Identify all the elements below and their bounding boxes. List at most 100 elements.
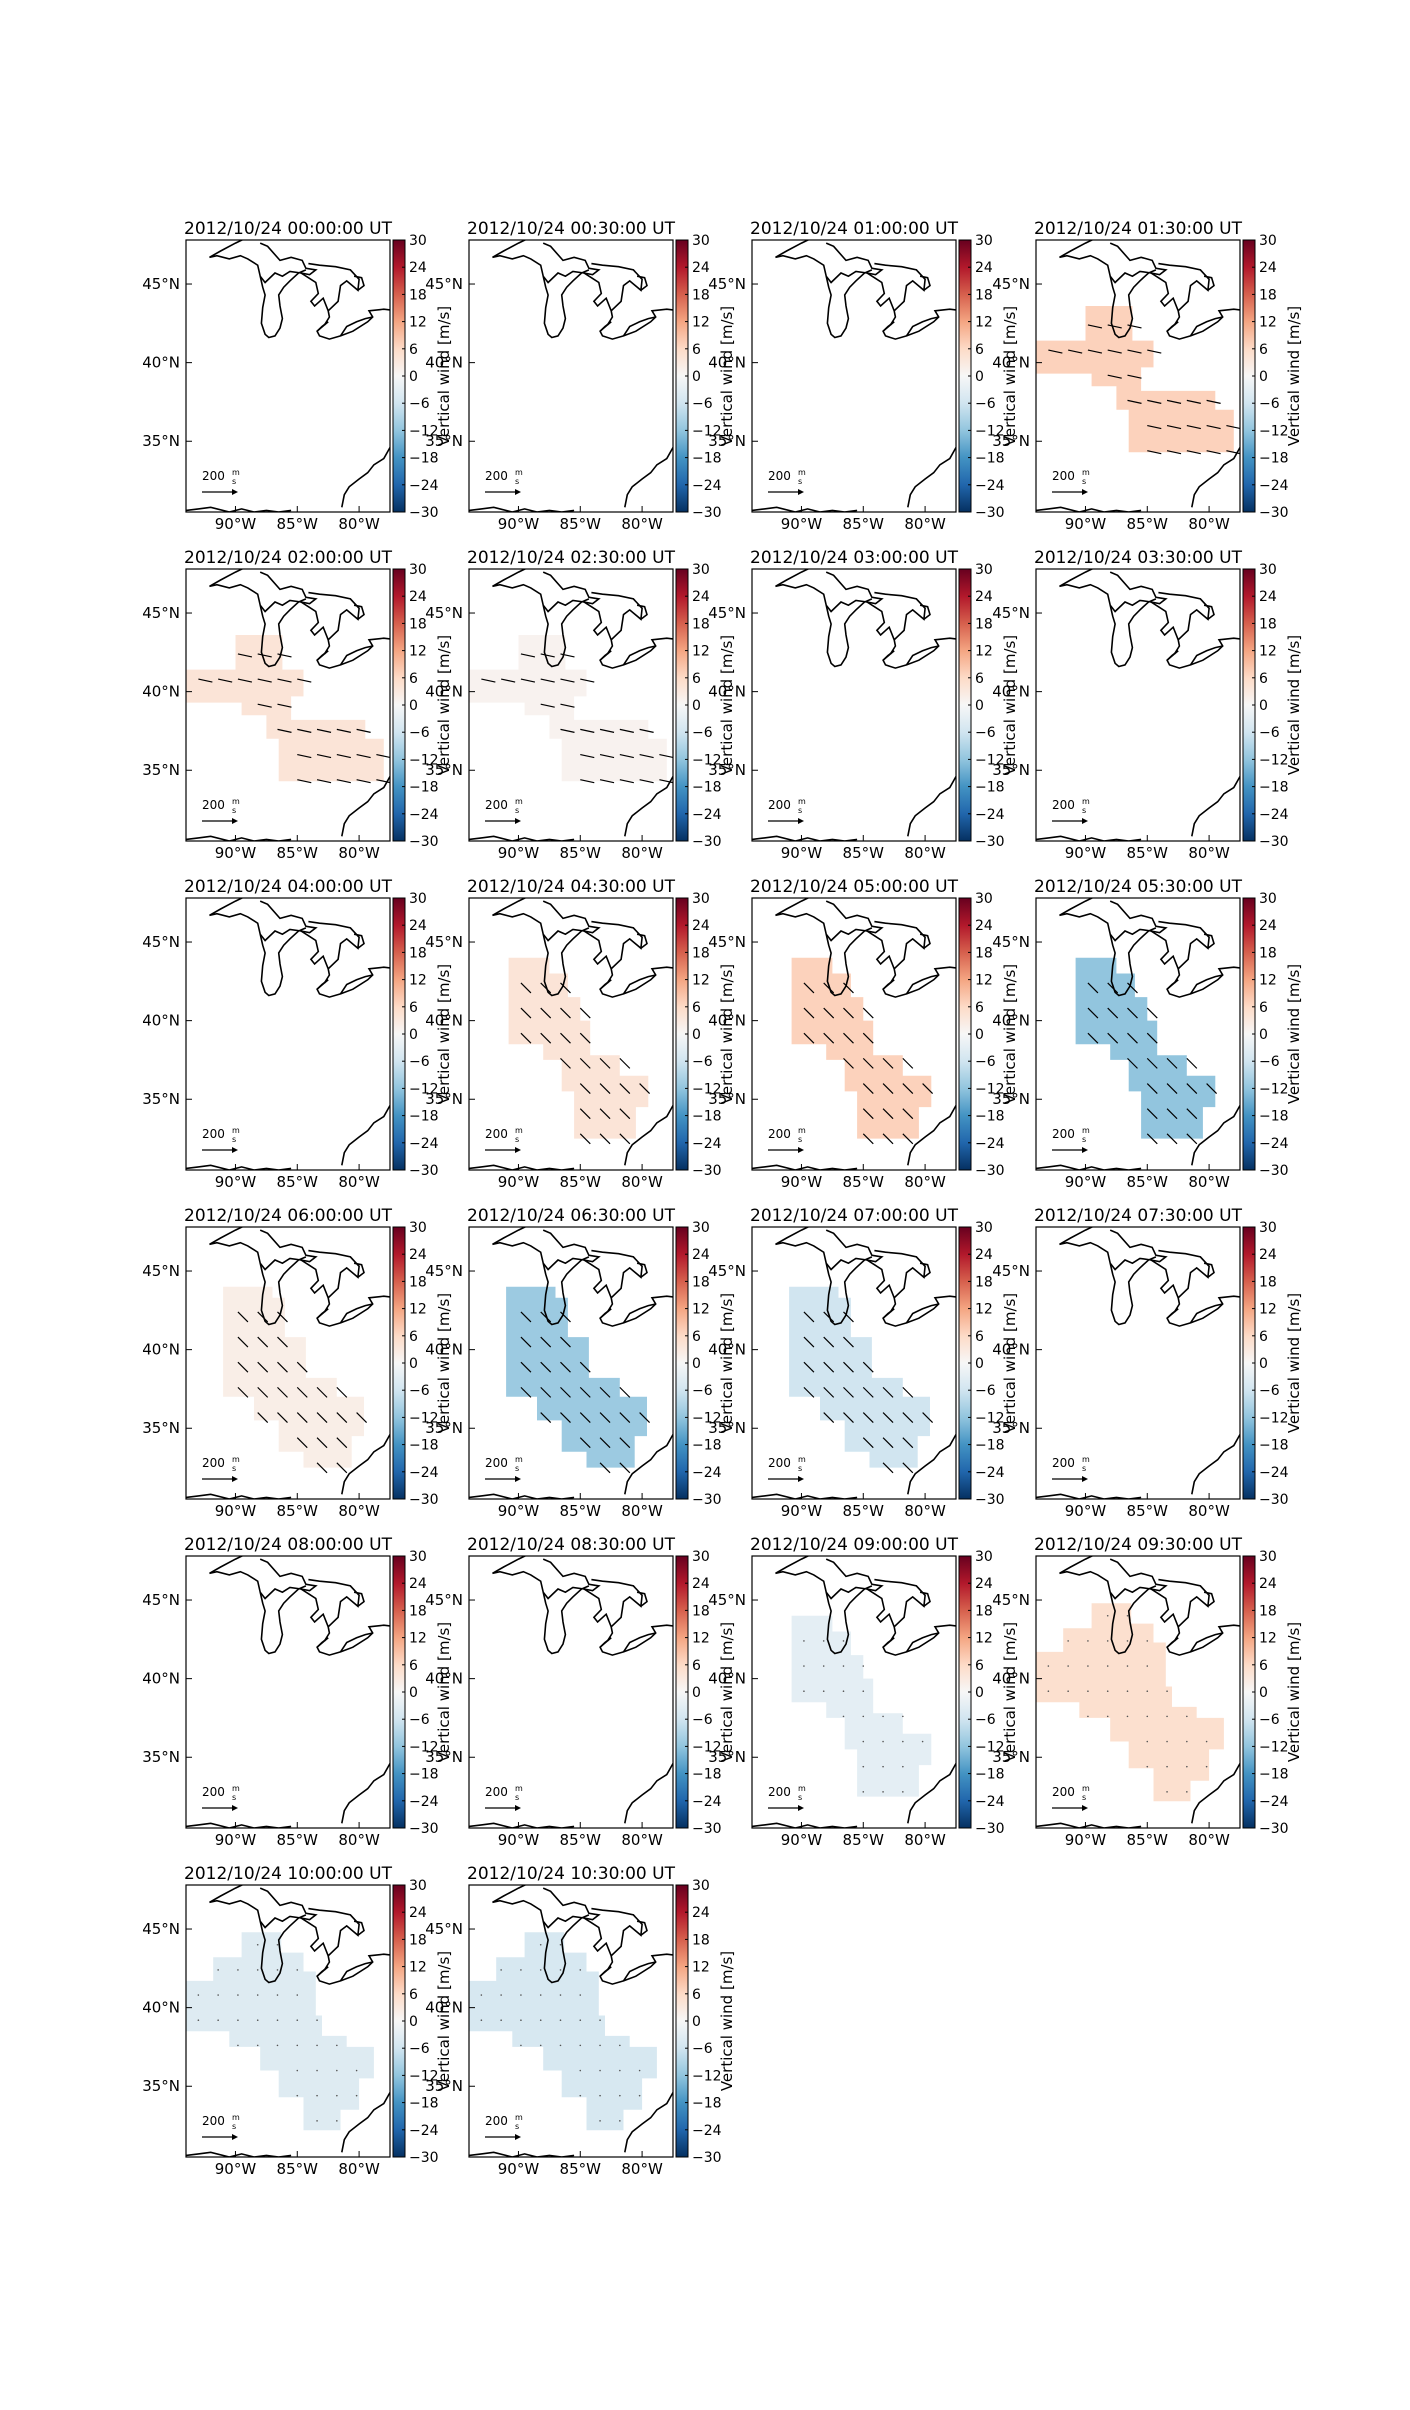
coastline	[636, 1920, 648, 1936]
coastline	[874, 591, 926, 641]
coastline	[259, 598, 307, 668]
wind-vector	[1166, 1057, 1178, 1069]
wind-vector	[539, 2019, 542, 2022]
x-tick-label: 85°W	[277, 1831, 319, 1849]
colorbar-tick-label: 18	[975, 945, 993, 961]
wind-vector	[599, 1108, 611, 1120]
coastline	[919, 1591, 931, 1607]
y-tick-label: 35°N	[425, 1090, 463, 1108]
colorbar-label: Vertical wind [m/s]	[718, 964, 736, 1104]
x-tick-label: 90°W	[498, 1831, 540, 1849]
y-tick-label: 45°N	[992, 1591, 1030, 1609]
coastline	[316, 1637, 329, 1648]
y-tick-label: 40°N	[425, 1999, 463, 2017]
wind-vector	[277, 678, 292, 683]
wind-vector	[862, 1386, 874, 1398]
colorbar-tick-label: 12	[692, 1960, 710, 1976]
wind-vector	[842, 1690, 845, 1693]
y-tick-label: 40°N	[142, 1341, 180, 1359]
colorbar-tick-label: −30	[1259, 505, 1289, 521]
wind-vector	[336, 728, 351, 733]
coastline	[636, 1262, 648, 1278]
wind-vector	[1127, 1032, 1138, 1044]
x-tick-label: 80°W	[904, 1173, 946, 1191]
coastline	[1189, 1632, 1223, 1653]
wind-vector	[1146, 1640, 1149, 1642]
colorbar-tick-label: −6	[692, 2041, 713, 2057]
coastline	[775, 898, 884, 942]
colorbar-tick-label: −24	[975, 478, 1005, 494]
wind-vector	[843, 1007, 854, 1019]
wind-vector	[882, 1715, 884, 1718]
scale-label: 200	[768, 469, 791, 483]
x-tick-label: 90°W	[215, 2160, 257, 2178]
coastline	[919, 275, 931, 291]
wind-vector	[599, 1386, 611, 1398]
colorbar-tick-label: 30	[692, 891, 710, 907]
wind-vector	[599, 1133, 611, 1145]
colorbar-tick-label: −24	[692, 2123, 722, 2139]
colorbar-tick-label: 6	[409, 1658, 418, 1674]
coastline	[308, 1578, 360, 1628]
coastline	[624, 776, 673, 837]
colorbar-tick-label: −24	[409, 1794, 439, 1810]
wind-region	[508, 957, 649, 1139]
wind-vector	[822, 1690, 825, 1693]
coastline	[492, 898, 601, 942]
wind-vector	[619, 1057, 631, 1069]
coastline	[905, 1303, 939, 1324]
wind-vector	[559, 2019, 562, 2022]
wind-vector	[336, 2094, 338, 2097]
scale-unit-denominator: s	[515, 2122, 519, 2131]
wind-vector	[257, 1386, 269, 1398]
wind-vector	[822, 1640, 825, 1642]
wind-vector	[882, 1765, 884, 1768]
coastline	[636, 1591, 648, 1607]
coastline	[542, 269, 590, 339]
x-tick-label: 80°W	[1188, 1502, 1230, 1520]
wind-vector	[1047, 1665, 1050, 1667]
coastline	[591, 1907, 643, 1957]
y-tick-label: 45°N	[992, 933, 1030, 951]
wind-vector	[217, 1969, 219, 1971]
y-tick-label: 45°N	[425, 275, 463, 293]
y-tick-label: 45°N	[142, 275, 180, 293]
colorbar-tick-label: −12	[975, 752, 1005, 768]
map-frame	[468, 568, 674, 842]
colorbar-tick-label: −18	[975, 1438, 1005, 1454]
wind-vector	[297, 753, 312, 759]
y-tick-label: 45°N	[425, 1591, 463, 1609]
colorbar-label: Vertical wind [m/s]	[718, 306, 736, 446]
coastline	[599, 321, 612, 332]
scale-arrow-head	[798, 1476, 804, 1482]
coastline	[542, 927, 590, 997]
coastline	[874, 1249, 926, 1299]
colorbar-tick-label: −12	[1259, 423, 1289, 439]
y-tick-label: 40°N	[992, 1012, 1030, 1030]
colorbar-tick-label: 30	[692, 562, 710, 578]
wind-vector	[336, 2120, 338, 2122]
wind-vector	[902, 1437, 914, 1449]
colorbar-tick-label: −24	[1259, 1136, 1289, 1152]
scale-arrow-head	[798, 489, 804, 495]
colorbar-tick-label: −12	[1259, 1081, 1289, 1097]
x-tick-label: 85°W	[277, 844, 319, 862]
coastline	[1203, 933, 1215, 949]
map-frame	[185, 897, 391, 1171]
wind-vector	[579, 1083, 591, 1094]
y-tick-label: 35°N	[992, 1090, 1030, 1108]
wind-vector	[580, 678, 595, 683]
map-frame	[751, 1226, 957, 1500]
colorbar-tick-label: −18	[692, 1767, 722, 1783]
coastline	[341, 776, 390, 837]
wind-vector	[316, 2120, 318, 2122]
x-tick-label: 90°W	[1065, 515, 1107, 533]
wind-vector	[882, 1083, 894, 1094]
wind-region	[469, 635, 667, 782]
map-panel: 2012/10/24 01:00:00 UT 90°W 85°W 80°W 45°N 40…	[708, 219, 1019, 533]
scale-label: 200	[768, 1456, 791, 1470]
colorbar-label: Vertical wind [m/s]	[435, 1293, 453, 1433]
coastline	[339, 645, 373, 666]
y-tick-label: 40°N	[425, 1012, 463, 1030]
colorbar-tick-label: 12	[1259, 1631, 1277, 1647]
